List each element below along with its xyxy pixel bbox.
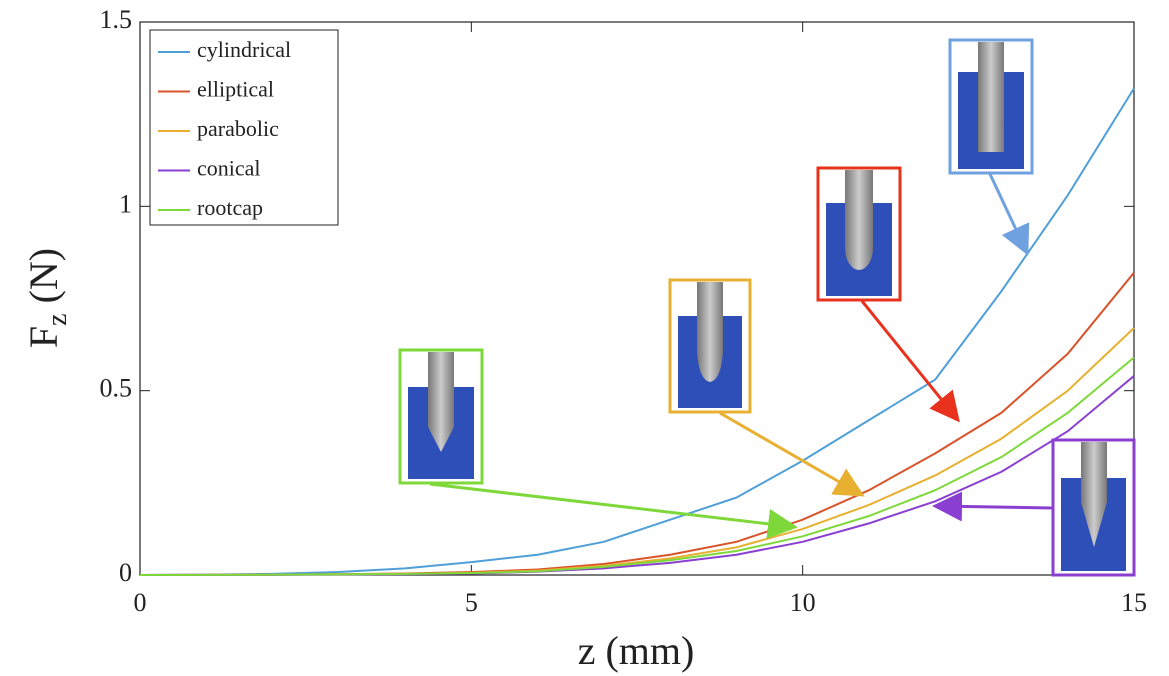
y-label-unit: (N) (21, 248, 66, 304)
y-axis-label: Fz (N) (21, 248, 73, 348)
series-line (139, 375, 1135, 576)
y-tick-label: 0 (119, 558, 132, 587)
legend-label: conical (197, 156, 261, 181)
inset-parabolic (668, 278, 865, 497)
x-tick-label: 5 (465, 588, 478, 617)
inset-conical (932, 438, 1136, 577)
series-line (139, 327, 1135, 576)
inset-rootcap (398, 348, 798, 539)
y-label-main: F (21, 326, 66, 348)
inset-elliptical (816, 166, 960, 423)
series-line (139, 87, 1135, 576)
y-tick-label: 0.5 (100, 374, 133, 403)
legend-label: parabolic (197, 116, 279, 141)
x-tick-label: 10 (790, 588, 816, 617)
insets (398, 38, 1136, 577)
legend: cylindrical elliptical parabolic conical roo… (149, 29, 339, 226)
legend-label: elliptical (197, 77, 274, 102)
x-tick-label: 15 (1121, 588, 1147, 617)
y-label-sub: z (42, 313, 73, 325)
legend-label: cylindrical (197, 37, 291, 62)
plot-area: 0 0.5 1 1.5 0 5 10 15 (100, 5, 1148, 617)
x-axis-label: z (mm) (578, 628, 695, 673)
x-tick-label: 0 (134, 588, 147, 617)
series-line (139, 356, 1135, 576)
y-tick-label: 1.5 (100, 5, 133, 34)
plot-frame (139, 21, 1135, 576)
y-tick-label: 1 (119, 189, 132, 218)
legend-box (149, 29, 339, 226)
legend-label: rootcap (197, 195, 263, 220)
series-line (139, 272, 1135, 576)
inset-cylindrical (948, 38, 1034, 256)
